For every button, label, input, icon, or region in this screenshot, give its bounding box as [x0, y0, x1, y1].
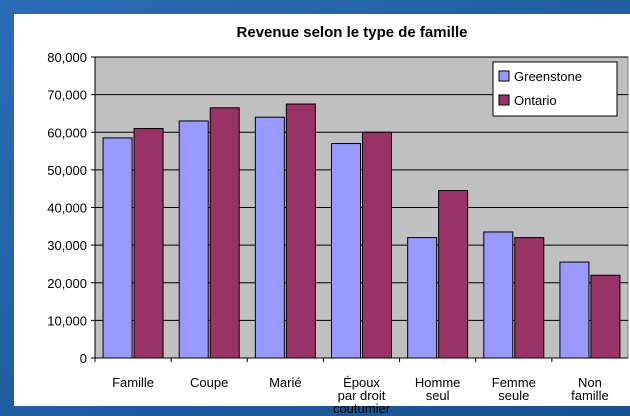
bar — [178, 120, 209, 359]
bar — [590, 274, 621, 359]
legend-swatch — [498, 94, 510, 106]
y-tick-label: 60,000 — [47, 125, 87, 140]
y-tick-label: 50,000 — [47, 163, 87, 178]
bar — [209, 107, 240, 359]
y-tick-label: 80,000 — [47, 50, 87, 65]
x-tick-label: Femme seule — [492, 375, 536, 403]
chart-title: Revenue selon le type de famille — [237, 24, 468, 41]
bar — [254, 116, 285, 359]
legend — [492, 61, 618, 117]
y-tick-label: 70,000 — [47, 88, 87, 103]
bar — [438, 190, 469, 359]
x-tick-label: Homme seul — [415, 375, 461, 403]
y-tick-label: 10,000 — [47, 313, 87, 328]
y-tick-label: 0 — [80, 351, 87, 366]
bar — [133, 127, 164, 359]
y-tick-label: 20,000 — [47, 276, 87, 291]
legend-label: Greenstone — [514, 69, 582, 84]
bar — [362, 131, 392, 359]
bar — [483, 231, 514, 359]
bar — [514, 237, 545, 359]
legend-label: Ontario — [514, 93, 557, 108]
bar — [285, 103, 316, 359]
x-tick-label: Époux par droit coutumier — [333, 375, 391, 416]
y-tick-label: 40,000 — [47, 201, 87, 216]
bar — [102, 137, 133, 359]
x-tick-label: Famille — [112, 375, 154, 390]
x-tick-label: Coupe — [190, 375, 228, 390]
x-tick-label: Marié — [269, 375, 302, 390]
bar — [559, 261, 590, 359]
legend-swatch — [498, 70, 510, 82]
y-tick-label: 30,000 — [47, 238, 87, 253]
x-tick-label: Non famille — [571, 375, 609, 403]
bar — [331, 143, 361, 359]
bar — [407, 237, 438, 359]
